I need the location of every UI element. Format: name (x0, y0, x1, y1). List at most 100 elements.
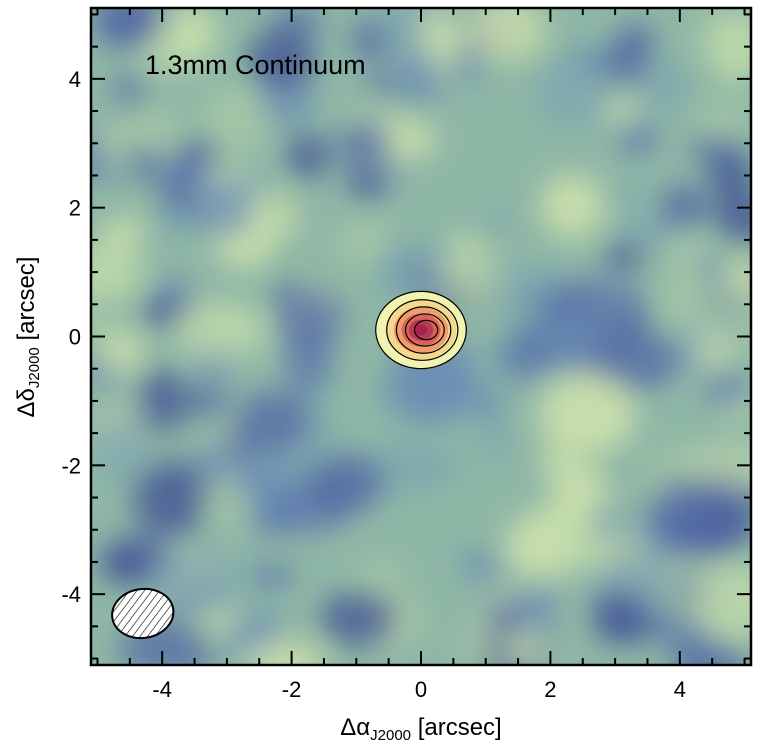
noise-blob (513, 581, 557, 643)
noise-blob (710, 17, 751, 85)
noise-blob (91, 312, 115, 343)
noise-blob (286, 133, 330, 181)
x-tick-label: -4 (152, 677, 172, 702)
y-tick-label: 4 (69, 67, 81, 92)
y-tick-label: 2 (69, 196, 81, 221)
noise-blob (380, 8, 429, 55)
x-axis-label-symbol: Δα (340, 714, 370, 741)
noise-blob (694, 331, 734, 375)
noise-blob (91, 8, 166, 50)
noise-blob (172, 301, 268, 359)
noise-blob (101, 329, 143, 373)
y-axis-label-subscript: J2000 (26, 347, 43, 388)
beam-ellipse (111, 587, 175, 640)
noise-blob (373, 237, 454, 306)
noise-blob (415, 449, 461, 485)
noise-blob (605, 241, 644, 272)
noise-blob (187, 178, 262, 239)
noise-blob (363, 73, 399, 97)
noise-blob (132, 460, 210, 538)
y-tick-label: -2 (61, 453, 81, 478)
noise-blob (91, 103, 181, 170)
noise-blob (91, 240, 144, 303)
noise-blob (502, 627, 547, 665)
noise-blob (615, 23, 656, 65)
y-tick-label: -4 (61, 582, 81, 607)
noise-blob (697, 256, 720, 278)
noise-blob (538, 374, 636, 456)
noise-blob (540, 173, 605, 239)
contour-4 (404, 313, 445, 347)
noise-blob (270, 281, 304, 304)
noise-blob (477, 211, 514, 235)
noise-blob (105, 216, 145, 248)
noise-blob (246, 192, 308, 240)
noise-blob (587, 502, 623, 543)
x-tick-label: -2 (282, 677, 302, 702)
noise-blob (626, 214, 669, 251)
noise-blob (661, 267, 722, 340)
noise-blob (727, 402, 749, 421)
noise-field (91, 8, 751, 665)
noise-blob (306, 453, 385, 513)
noise-blob (695, 103, 751, 141)
noise-blob (253, 504, 300, 537)
noise-blob (616, 180, 640, 212)
x-tick-label: 2 (544, 677, 556, 702)
noise-blob (203, 84, 268, 155)
x-axis-label-subscript: J2000 (370, 727, 411, 744)
x-axis-label-unit: [arcsec] (411, 714, 502, 741)
noise-blob (247, 563, 296, 590)
noise-blob (357, 562, 403, 592)
contour-3 (395, 306, 452, 354)
x-tick-labels: -4 -2 0 2 4 (152, 677, 686, 702)
noise-blob (160, 274, 192, 306)
noise-blob (617, 118, 657, 157)
contour-5 (413, 319, 439, 341)
noise-blob (458, 549, 503, 582)
noise-blob (127, 145, 162, 182)
noise-blob (94, 408, 150, 483)
noise-blob (690, 564, 751, 642)
y-axis-label: ΔδJ2000 [arcsec] (13, 257, 43, 418)
noise-blob (634, 360, 673, 382)
map-image (91, 8, 751, 665)
noise-blob (269, 8, 323, 38)
noise-blob (183, 385, 227, 416)
noise-blob (593, 592, 648, 645)
y-axis-label-symbol: Δδ (13, 388, 40, 417)
noise-blob (723, 259, 751, 302)
noise-blob (234, 390, 312, 454)
noise-blob (705, 369, 747, 408)
x-tick-label: 4 (674, 677, 686, 702)
noise-blob (595, 280, 622, 313)
noise-blob (471, 383, 505, 425)
noise-blob (393, 48, 443, 106)
y-axis-label-unit: [arcsec] (13, 257, 40, 348)
chart-title: 1.3mm Continuum (145, 50, 366, 80)
beam-shape (111, 587, 175, 640)
noise-blob (243, 641, 326, 665)
noise-blob (335, 219, 393, 265)
noise-blob (605, 95, 639, 126)
y-tick-labels: -4 -2 0 2 4 (61, 67, 81, 607)
noise-blob (97, 543, 157, 582)
source-level-6 (414, 324, 428, 336)
noise-blob (137, 368, 186, 434)
contour-1 (375, 290, 467, 370)
contour-lines (375, 290, 467, 370)
noise-blob (475, 428, 514, 458)
noise-blob (246, 31, 316, 87)
y-tick-label: 0 (69, 325, 81, 350)
x-tick-label: 0 (415, 677, 427, 702)
noise-blob (495, 331, 555, 381)
noise-blob (482, 601, 526, 627)
noise-blob (320, 590, 400, 647)
noise-blob (442, 234, 493, 304)
noise-blob (334, 121, 393, 166)
contour-2 (386, 299, 459, 361)
noise-blob (638, 58, 691, 112)
axis-ticks (91, 8, 751, 665)
noise-blob (468, 8, 545, 61)
